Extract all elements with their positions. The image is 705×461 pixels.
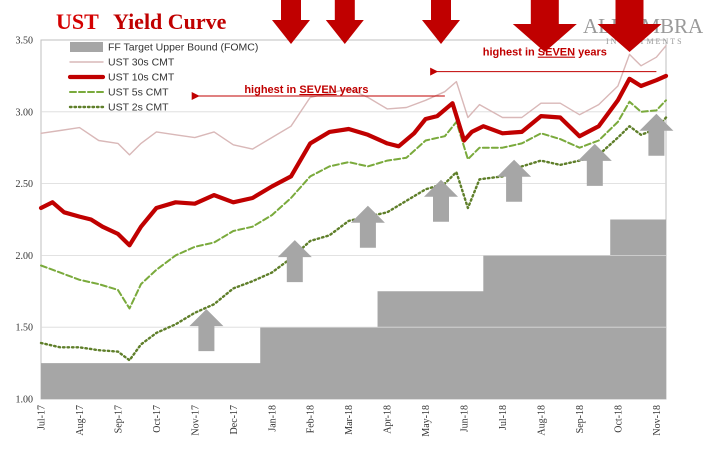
legend-label-1: UST 30s CMT — [108, 57, 175, 69]
x-tick-label-9: Apr-18 — [383, 405, 394, 434]
series-line-1 — [40, 45, 667, 156]
y-tick-label-0: 1.00 — [16, 395, 34, 406]
x-tick-label-2: Sep-17 — [113, 405, 124, 433]
x-tick-label-6: Jan-18 — [267, 405, 278, 432]
y-axis-ticks: 1.00 1.50 2.00 2.50 3.00 3.50 — [16, 36, 34, 406]
x-tick-label-5: Dec-17 — [229, 405, 240, 434]
annotation-text-1: highest in SEVEN years — [483, 47, 607, 59]
down-arrow-2 — [422, 0, 460, 44]
up-arrow-5 — [577, 143, 612, 186]
annotation-text-0: highest in SEVEN years — [244, 84, 368, 96]
legend-label-3: UST 5s CMT — [108, 87, 169, 99]
y-tick-label-3: 2.50 — [16, 179, 34, 190]
down-arrows — [272, 0, 662, 52]
annotation-text-0-highlight: SEVEN — [299, 84, 336, 96]
up-arrow-3 — [424, 179, 458, 222]
x-tick-label-10: May-18 — [421, 405, 432, 437]
annotation-text-0-pre: highest in — [244, 84, 299, 96]
up-arrow-0 — [189, 309, 224, 352]
legend: FF Target Upper Bound (FOMC) UST 30s CMT U… — [67, 42, 258, 114]
x-tick-label-11: Jun-18 — [460, 405, 471, 432]
x-tick-label-7: Feb-18 — [306, 405, 317, 433]
up-arrow-6 — [639, 113, 674, 156]
title-ust: UST — [56, 9, 99, 34]
x-tick-label-13: Aug-18 — [537, 405, 548, 436]
up-arrow-2 — [350, 205, 385, 248]
annotation-text-1-pre: highest in — [483, 47, 538, 59]
x-tick-label-14: Sep-18 — [575, 405, 586, 433]
x-tick-label-15: Oct-18 — [613, 405, 624, 433]
x-tick-label-8: Mar-18 — [344, 405, 355, 435]
x-tick-label-16: Nov-18 — [652, 405, 663, 436]
x-tick-label-4: Nov-17 — [190, 405, 201, 436]
watermark-line2: INVESTMENTS — [606, 37, 684, 46]
legend-swatch-0 — [70, 42, 103, 52]
down-arrow-3 — [512, 0, 577, 52]
x-tick-label-0: Jul-17 — [37, 405, 48, 430]
y-tick-label-4: 3.00 — [16, 107, 34, 118]
legend-label-2: UST 10s CMT — [108, 72, 175, 84]
x-axis-ticks: Jul-17 Aug-17 Sep-17 Oct-17 Nov-17 Dec-17 Jan-… — [37, 405, 663, 437]
y-tick-label-5: 3.50 — [16, 36, 34, 47]
ff-target-area — [41, 219, 666, 399]
series-line-3 — [40, 99, 667, 310]
y-tick-label-1: 1.50 — [16, 323, 34, 334]
x-tick-label-1: Aug-17 — [75, 405, 86, 436]
up-arrows — [189, 113, 674, 352]
legend-label-4: UST 2s CMT — [108, 102, 169, 114]
ff-target-step-area — [41, 219, 666, 399]
chart-title: UST Yield Curve — [56, 9, 227, 34]
annotation-text-1-post: years — [575, 47, 607, 59]
up-arrow-4 — [497, 159, 532, 202]
title-yield-curve: Yield Curve — [113, 9, 227, 34]
y-tick-label-2: 2.00 — [16, 251, 34, 262]
gridlines — [41, 111, 666, 328]
x-tick-label-12: Jul-18 — [498, 405, 509, 430]
down-arrow-4 — [597, 0, 662, 52]
series-line-2 — [38, 73, 669, 248]
up-arrow-1 — [277, 240, 312, 283]
down-arrow-1 — [325, 0, 364, 44]
down-arrow-0 — [272, 0, 310, 44]
annotation-text-0-post: years — [337, 84, 369, 96]
x-tick-label-3: Oct-17 — [152, 405, 163, 433]
legend-label-0: FF Target Upper Bound (FOMC) — [108, 42, 258, 54]
